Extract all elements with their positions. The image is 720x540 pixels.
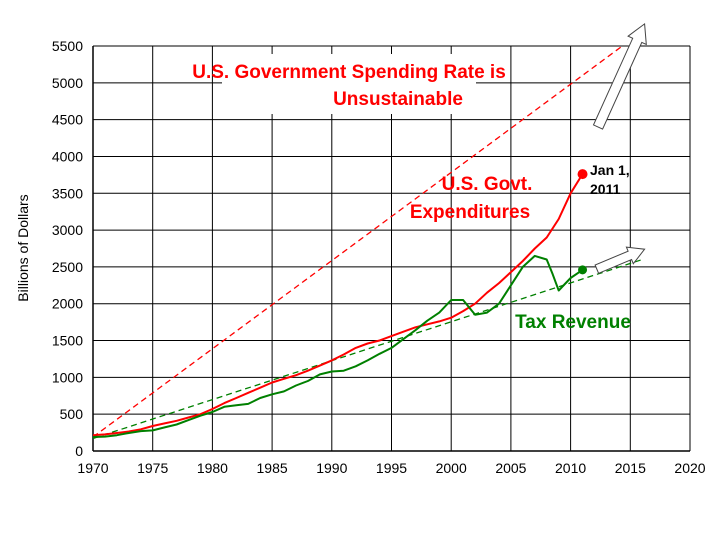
x-tick-label: 1990 (316, 460, 347, 476)
y-tick-label: 0 (75, 443, 83, 459)
y-axis-label: Billions of Dollars (15, 194, 31, 301)
x-tick-label: 2010 (555, 460, 586, 476)
expenditures-series-line (93, 173, 584, 437)
x-tick-label: 2015 (615, 460, 646, 476)
y-tick-label: 5000 (52, 75, 83, 91)
expenditures-trend-line (93, 46, 624, 438)
y-tick-label: 1500 (52, 333, 83, 349)
trend-arrows (592, 22, 647, 274)
revenue-end-marker (578, 265, 588, 275)
y-tick-labels: 0 500 1000 1500 2000 2500 3000 3500 4000 4500 5000… (52, 38, 83, 459)
axes (92, 46, 690, 452)
y-tick-label: 3000 (52, 222, 83, 238)
y-tick-label: 3500 (52, 185, 83, 201)
y-tick-label: 4000 (52, 148, 83, 164)
y-tick-label: 4500 (52, 112, 83, 128)
endpoint-markers (577, 169, 588, 275)
expenditures-label-line2: Expenditures (410, 202, 530, 223)
x-tick-label: 1975 (137, 460, 168, 476)
date-label-line1: Jan 1, (590, 162, 630, 178)
x-tick-label: 1985 (257, 460, 288, 476)
expenditures-end-marker (577, 169, 588, 180)
series-layer (93, 46, 643, 440)
title-box (222, 54, 476, 114)
x-tick-label: 1970 (77, 460, 108, 476)
revenue-trend-line (93, 258, 643, 440)
y-tick-label: 2000 (52, 296, 83, 312)
revenue-trend-arrow (594, 246, 646, 274)
x-tick-labels: 1970 1975 1980 1985 1990 1995 2000 2005 2010 2015… (77, 460, 705, 476)
y-tick-label: 2500 (52, 259, 83, 275)
x-tick-label: 2005 (495, 460, 526, 476)
chart-title-line2: Unsustainable (333, 89, 463, 110)
y-tick-label: 1000 (52, 369, 83, 385)
revenue-series-line (93, 254, 584, 438)
x-tick-label: 2020 (674, 460, 705, 476)
revenue-label: Tax Revenue (515, 312, 631, 333)
chart-title-line1: U.S. Government Spending Rate is (192, 62, 506, 83)
x-tick-label: 1995 (376, 460, 407, 476)
expenditures-trend-arrow (592, 22, 647, 130)
expenditures-label-line1: U.S. Govt. (442, 174, 533, 195)
y-tick-label: 5500 (52, 38, 83, 54)
date-label-line2: 2011 (590, 181, 621, 197)
y-tick-label: 500 (60, 406, 84, 422)
x-tick-label: 2000 (436, 460, 467, 476)
x-tick-label: 1980 (197, 460, 228, 476)
